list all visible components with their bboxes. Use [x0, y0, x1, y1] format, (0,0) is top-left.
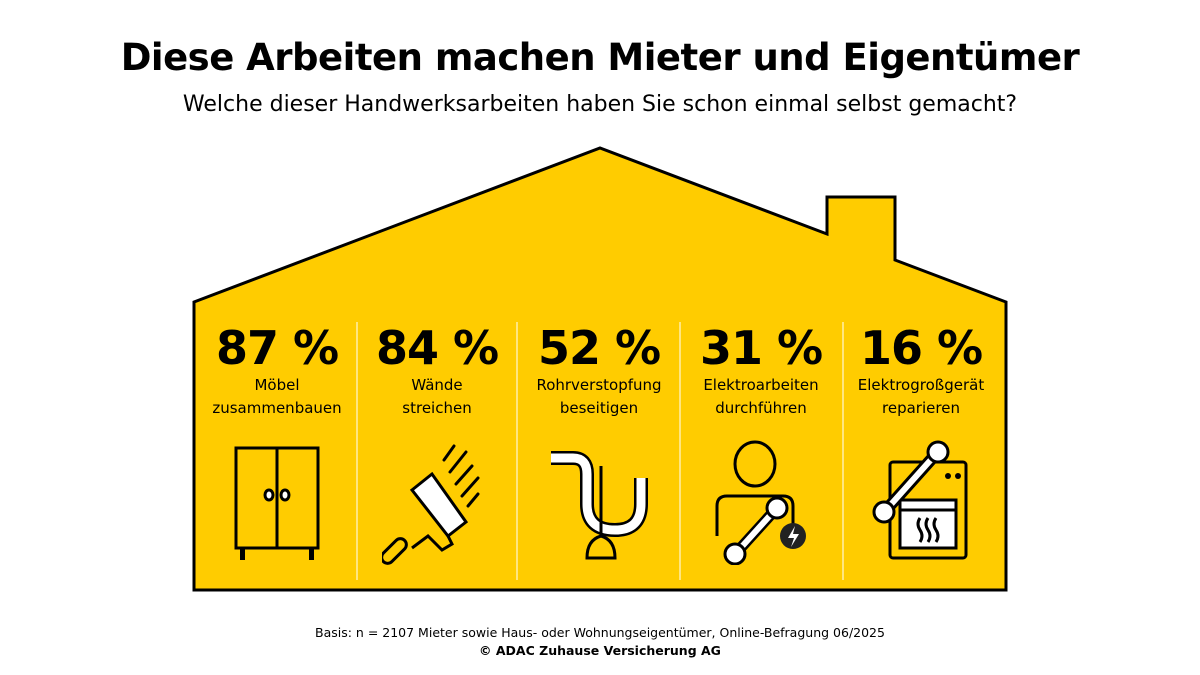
stat-item: 16 % Elektrogroßgerät reparieren	[841, 322, 1001, 420]
stat-value: 84 %	[375, 321, 499, 375]
stat-label-line2: reparieren	[882, 399, 960, 417]
pipe-plunger-icon	[551, 451, 648, 560]
page-title: Diese Arbeiten machen Mieter und Eigentü…	[120, 36, 1080, 79]
footer-basis: Basis: n = 2107 Mieter sowie Haus- oder …	[315, 625, 885, 640]
stat-item: 52 % Rohrverstopfung beseitigen	[519, 322, 679, 420]
stat-value: 16 %	[859, 321, 983, 375]
wardrobe-icon	[234, 446, 320, 560]
footer: Basis: n = 2107 Mieter sowie Haus- oder …	[0, 624, 1200, 660]
stat-value: 87 %	[215, 321, 339, 375]
stat-label-line1: Rohrverstopfung	[536, 376, 662, 394]
page-subtitle: Welche dieser Handwerksarbeiten haben Si…	[182, 92, 1018, 117]
stat-label-line2: streichen	[402, 399, 472, 417]
stat-label-line1: Möbel	[254, 376, 300, 394]
stat-item: 31 % Elektroarbeiten durchführen	[681, 322, 841, 420]
stat-label-line1: Elektrogroßgerät	[857, 376, 985, 394]
stat-label-line2: durchführen	[715, 399, 807, 417]
stat-item: 87 % Möbel zusammenbauen	[197, 322, 357, 420]
paint-roller-icon	[382, 444, 480, 565]
stat-value: 31 %	[699, 321, 823, 375]
footer-copyright: © ADAC Zuhause Versicherung AG	[0, 642, 1200, 660]
stat-label-line1: Elektroarbeiten	[703, 376, 819, 394]
oven-wrench-icon	[872, 440, 968, 560]
stat-label-line1: Wände	[411, 376, 463, 394]
stat-value: 52 %	[537, 321, 661, 375]
stat-label-line2: zusammenbauen	[212, 399, 342, 417]
stat-label-line2: beseitigen	[559, 399, 639, 417]
stat-item: 84 % Wände streichen	[357, 322, 517, 420]
house-outline	[192, 146, 1008, 592]
copyright-text: © ADAC Zuhause Versicherung AG	[479, 643, 721, 658]
person-wrench-lightning-icon	[715, 440, 806, 565]
